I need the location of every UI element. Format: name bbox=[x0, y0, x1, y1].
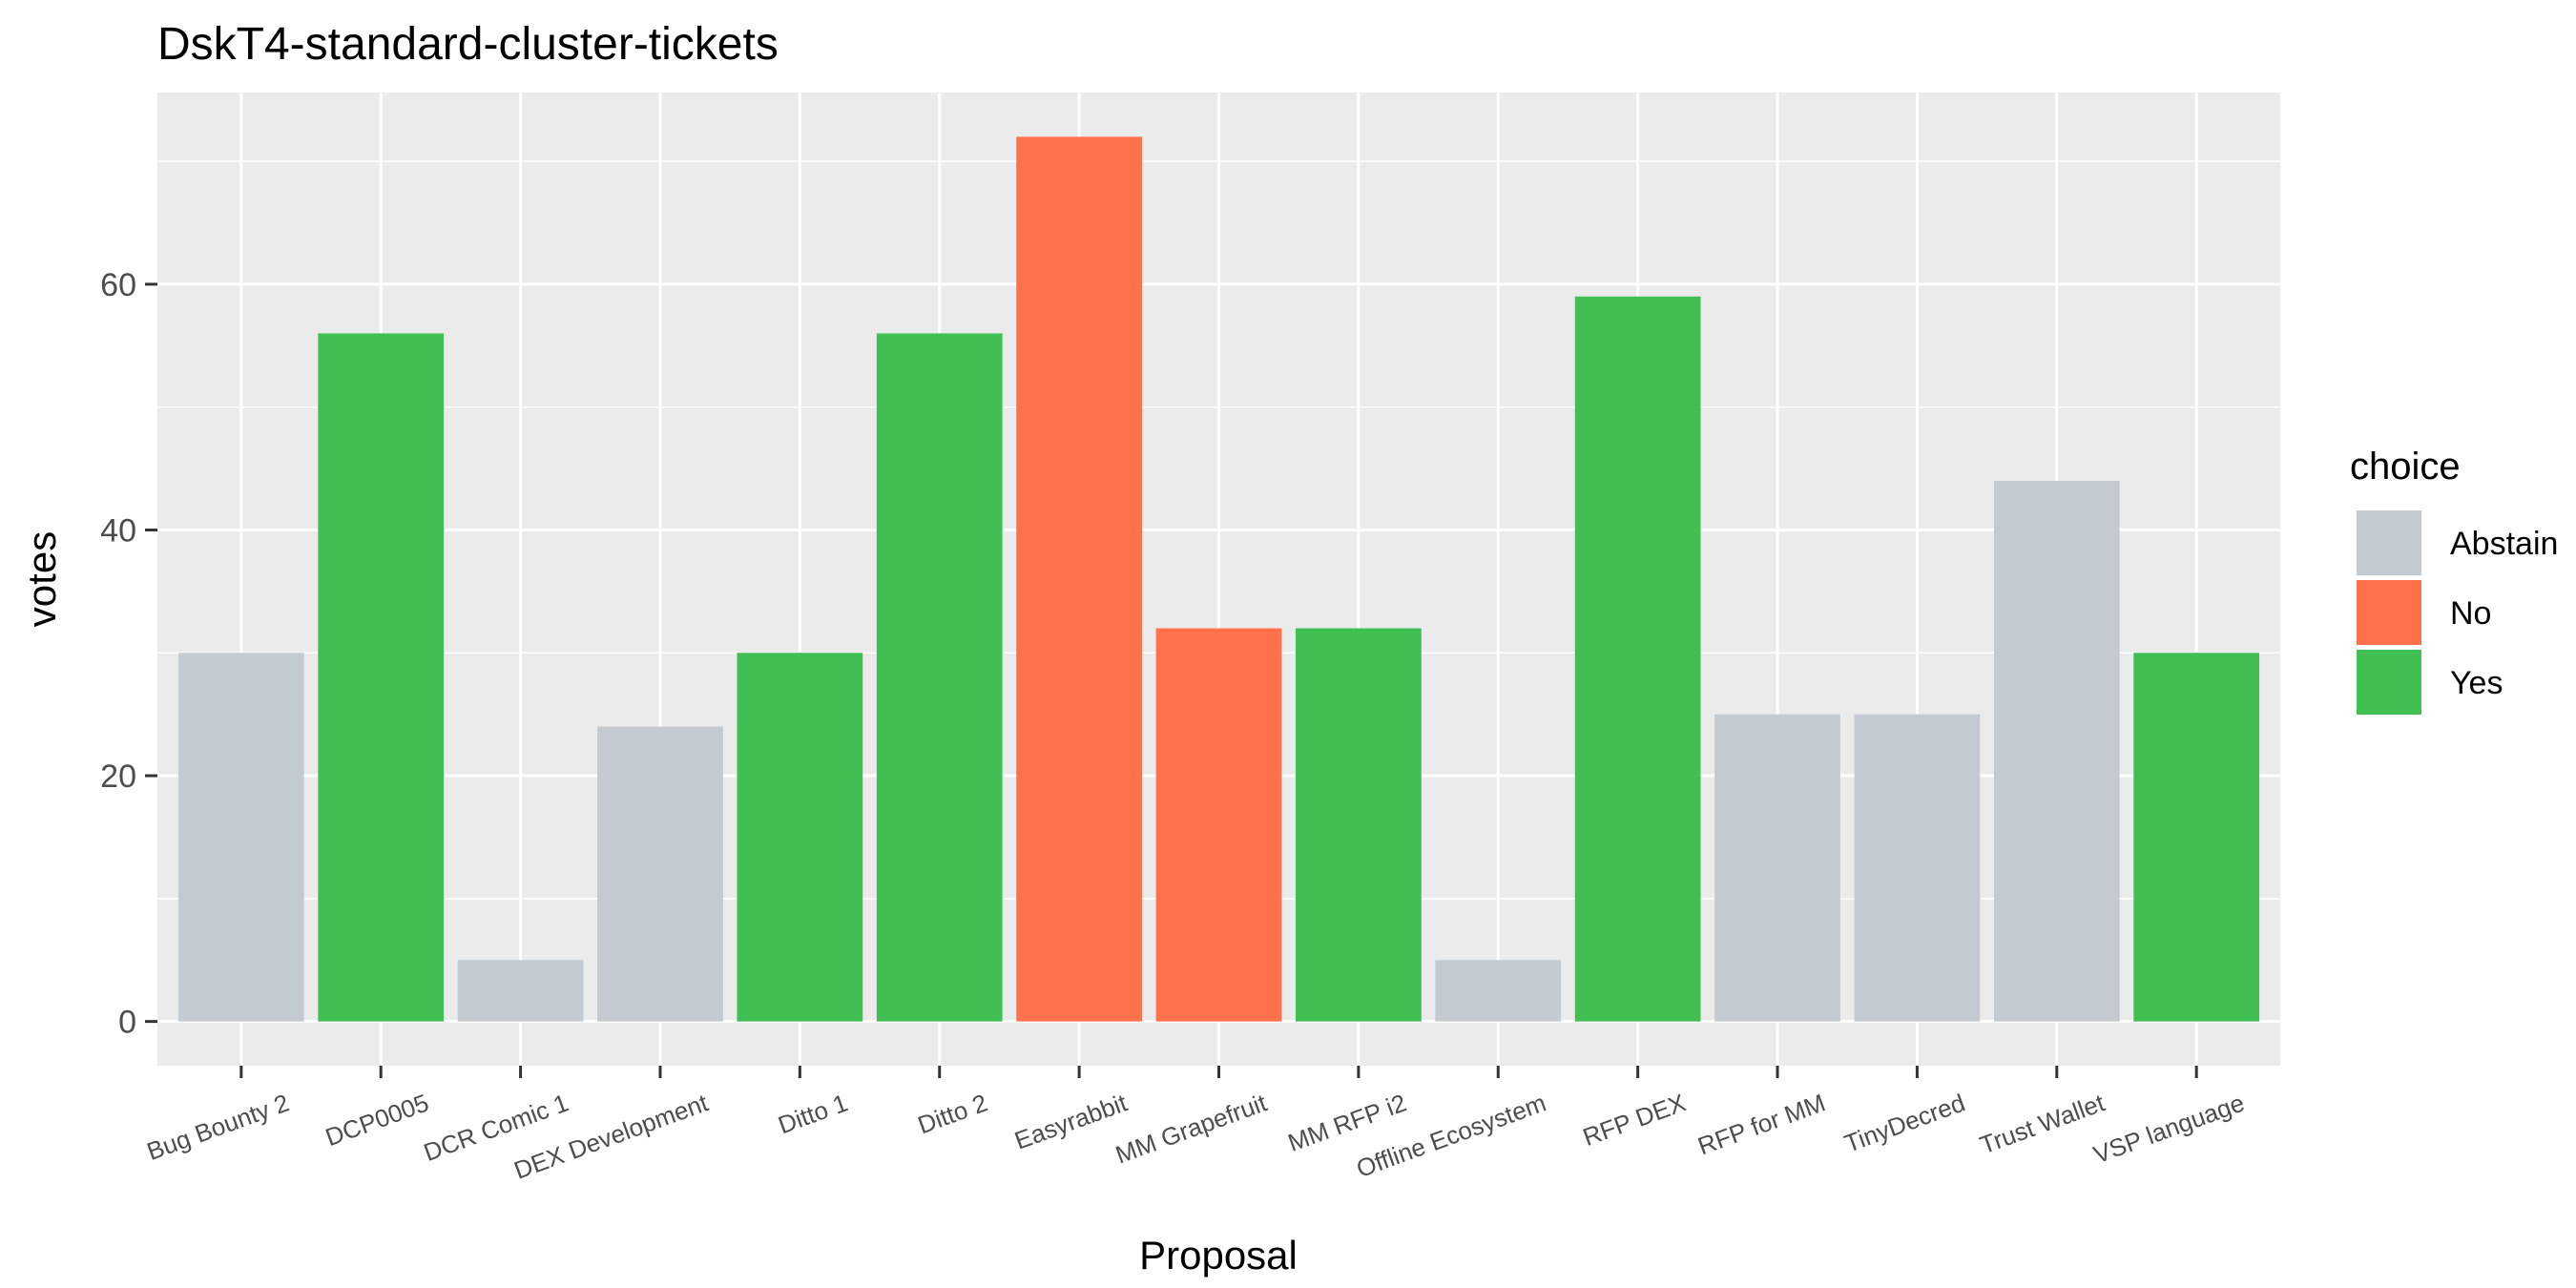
x-tick-label: Ditto 1 bbox=[775, 1088, 852, 1139]
legend-label-abstain: Abstain bbox=[2450, 526, 2558, 562]
bar-3 bbox=[597, 726, 723, 1022]
legend-label-yes: Yes bbox=[2450, 665, 2503, 701]
x-tick-label: Bug Bounty 2 bbox=[143, 1088, 293, 1166]
legend-key-yes bbox=[2357, 650, 2421, 715]
legend: choice Abstain No Yes bbox=[2350, 446, 2558, 715]
y-tick-label: 40 bbox=[100, 512, 136, 549]
bar-13 bbox=[1993, 480, 2120, 1022]
x-tick-label: RFP DEX bbox=[1579, 1088, 1690, 1152]
bar-0 bbox=[177, 653, 304, 1022]
bar-12 bbox=[1854, 714, 1981, 1022]
bar-8 bbox=[1296, 628, 1422, 1022]
bar-14 bbox=[2133, 653, 2260, 1022]
bar-4 bbox=[737, 653, 863, 1022]
bar-7 bbox=[1155, 628, 1282, 1022]
y-axis: 0 20 40 60 bbox=[100, 267, 157, 1041]
x-tick-label: RFP for MM bbox=[1694, 1088, 1829, 1160]
bar-6 bbox=[1016, 136, 1142, 1022]
legend-key-abstain bbox=[2357, 510, 2421, 575]
y-tick-label: 0 bbox=[118, 1005, 136, 1041]
legend-title: choice bbox=[2350, 446, 2461, 488]
legend-key-no bbox=[2357, 580, 2421, 645]
x-tick-label: MM Grapefruit bbox=[1111, 1088, 1271, 1169]
bar-10 bbox=[1574, 296, 1701, 1022]
bar-2 bbox=[457, 960, 584, 1022]
x-tick-label: Trust Wallet bbox=[1976, 1088, 2109, 1159]
y-tick-label: 20 bbox=[100, 758, 136, 795]
bar-5 bbox=[876, 333, 1003, 1022]
x-tick-label: TinyDecred bbox=[1840, 1088, 1968, 1157]
x-tick-label: VSP language bbox=[2089, 1088, 2248, 1169]
y-tick-label: 60 bbox=[100, 267, 136, 303]
x-axis-title: Proposal bbox=[1139, 1233, 1298, 1278]
bar-9 bbox=[1435, 960, 1562, 1022]
legend-label-no: No bbox=[2450, 595, 2491, 632]
y-axis-title: votes bbox=[19, 531, 64, 627]
x-tick-label: DCP0005 bbox=[322, 1088, 432, 1152]
bar-11 bbox=[1714, 714, 1840, 1022]
bars bbox=[177, 136, 2260, 1022]
x-tick-label: Ditto 2 bbox=[914, 1088, 991, 1139]
bar-1 bbox=[318, 333, 445, 1022]
chart-title: DskT4-standard-cluster-tickets bbox=[157, 19, 779, 70]
